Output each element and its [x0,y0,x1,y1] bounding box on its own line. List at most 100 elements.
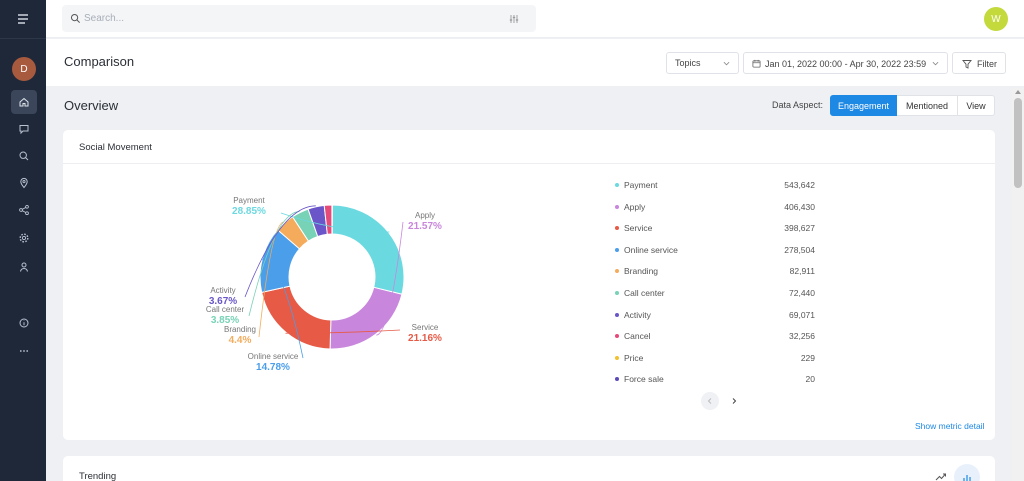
donut-label-percent: 21.57% [408,221,442,232]
legend-value: 20 [805,374,815,385]
info-icon [19,318,29,328]
search-input[interactable] [84,5,484,32]
leader-line [376,221,404,336]
sidebar-item-info[interactable] [11,311,37,335]
leader-line [261,258,304,359]
donut-slice-payment[interactable] [331,204,405,295]
location-pin-icon [20,177,28,189]
sidebar-item-share[interactable] [11,198,37,222]
sidebar-item-chat[interactable] [11,117,37,141]
home-icon [19,97,29,107]
page-title: Comparison [64,54,135,69]
legend-item[interactable]: Branding 82,911 [615,266,815,278]
sidebar: D [0,0,46,481]
show-metric-detail-link[interactable]: Show metric detail [915,421,985,431]
legend-value: 398,627 [784,223,815,234]
calendar-icon [752,59,761,68]
legend-item[interactable]: Online service 278,504 [615,245,815,257]
topics-select[interactable]: Topics [666,52,739,74]
donut-label-name: Activity [210,286,235,295]
avatar[interactable]: D [12,57,36,81]
donut-label-percent: 14.78% [256,362,290,373]
donut-label-name: Call center [206,305,245,314]
bar-chart-toggle[interactable] [954,464,980,481]
sidebar-item-user[interactable] [11,255,37,279]
scroll-up-arrow[interactable] [1014,89,1022,95]
donut-label-name: Branding [224,325,256,334]
legend-label: Online service [624,244,678,255]
legend-label: Branding [624,266,659,277]
search-box [62,5,536,32]
data-aspect-label: Data Aspect: [772,100,824,110]
legend-value: 32,256 [789,331,815,342]
date-range-picker[interactable]: Jan 01, 2022 00:00 - Apr 30, 2022 23:59 [743,52,948,74]
search-icon [19,151,29,161]
donut-label-percent: 4.4% [229,335,252,346]
overview-title: Overview [64,98,119,113]
donut-label-name: Apply [415,211,435,220]
sidebar-item-home[interactable] [11,90,37,114]
legend-value: 543,642 [784,180,815,190]
legend-item[interactable]: Service 398,627 [615,223,815,235]
legend-label: Price [624,352,644,363]
funnel-icon [962,60,972,69]
donut-slice-service[interactable] [261,285,332,350]
share-icon [19,204,29,216]
legend-value: 72,440 [789,288,815,298]
legend-prev-button[interactable] [701,392,719,410]
sidebar-item-settings[interactable] [11,226,37,250]
legend-item[interactable]: Call center 72,440 [615,288,815,300]
legend-item[interactable]: Payment 543,642 [615,180,815,192]
donut-label-percent: 3.85% [211,315,239,326]
legend-dot [615,247,619,252]
card-title: Social Movement [79,142,152,153]
legend-item[interactable]: Activity 69,071 [615,310,815,322]
filter-button-label: Filter [977,59,997,69]
sliders-icon[interactable] [508,13,520,25]
legend-dot [615,312,619,317]
legend-label: Apply [624,201,646,212]
hamburger-menu-icon[interactable] [13,11,33,27]
card-divider [63,163,995,164]
chevron-left-icon [707,398,712,404]
legend-label: Payment [624,180,658,190]
legend-dot [615,355,619,360]
legend-dot [615,269,619,274]
legend-label: Service [624,223,653,234]
legend-dot [615,377,619,382]
donut-label-percent: 28.85% [232,206,266,217]
legend-dot [615,204,619,209]
legend-item[interactable]: Force sale 20 [615,374,815,386]
chat-icon [19,125,29,135]
filter-button[interactable]: Filter [952,52,1006,74]
legend-next-button[interactable] [725,392,743,410]
sidebar-item-search[interactable] [11,144,37,168]
trend-line-icon[interactable] [935,471,947,481]
segment-engagement[interactable]: Engagement [830,95,897,116]
legend-item[interactable]: Apply 406,430 [615,202,815,214]
segment-view[interactable]: View [957,95,995,116]
sidebar-item-more[interactable] [11,339,37,363]
legend-item[interactable]: Price 229 [615,353,815,365]
legend-label: Activity [624,309,651,320]
leader-line [258,221,285,338]
legend-value: 229 [800,352,815,363]
legend-label: Call center [624,288,665,298]
chevron-down-icon [932,61,939,66]
chevron-right-icon [732,398,737,404]
sidebar-item-location[interactable] [11,171,37,195]
legend-label: Force sale [624,374,664,385]
user-avatar[interactable]: W [984,7,1008,31]
legend-item[interactable]: Cancel 32,256 [615,331,815,343]
donut-slice-apply[interactable] [329,286,403,350]
page-header: Comparison Topics Jan 01, 2022 00:00 - A… [46,39,1024,86]
trending-title: Trending [79,471,117,481]
segment-mentioned[interactable]: Mentioned [897,95,958,116]
search-icon [70,13,80,23]
chevron-down-icon [723,61,730,66]
legend-dot [615,183,619,187]
donut-label-name: Online service [248,352,299,361]
legend-value: 406,430 [784,201,815,212]
scrollbar-thumb[interactable] [1014,98,1022,188]
more-dots-icon [19,350,29,352]
